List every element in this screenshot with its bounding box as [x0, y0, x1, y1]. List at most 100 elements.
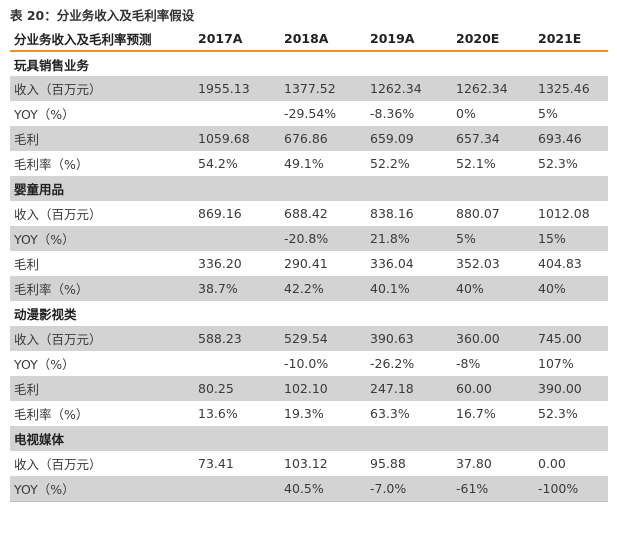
row-label: 毛利率（%）	[14, 157, 89, 172]
section-row-baby-products: 婴童用品	[10, 176, 608, 201]
cell	[194, 351, 280, 376]
row-label: YOY（%）	[14, 107, 75, 122]
table-row: 毛利 1059.68 676.86 659.09 657.34 693.46	[10, 126, 608, 151]
row-label: YOY（%）	[10, 476, 194, 502]
header-year-2021e: 2021E	[534, 26, 608, 52]
cell: 5%	[452, 226, 534, 251]
cell: 336.20	[198, 256, 242, 271]
cell: 360.00	[452, 326, 534, 351]
header-year-2017a: 2017A	[194, 26, 280, 52]
cell: 52.3%	[538, 406, 578, 421]
header-row: 分业务收入及毛利率预测 2017A 2018A 2019A 2020E 2021…	[10, 26, 608, 52]
table-row: 收入（百万元） 73.41 103.12 95.88 37.80 0.00	[10, 451, 608, 476]
cell: 0%	[456, 106, 476, 121]
cell: 657.34	[452, 126, 534, 151]
cell: 1012.08	[538, 206, 590, 221]
cell: 15%	[534, 226, 608, 251]
table-row: 收入（百万元） 588.23 529.54 390.63 360.00 745.…	[10, 326, 608, 351]
cell: 352.03	[456, 256, 500, 271]
row-label: 毛利	[10, 126, 194, 151]
cell: 1325.46	[534, 76, 608, 101]
cell: 676.86	[280, 126, 366, 151]
forecast-table: 分业务收入及毛利率预测 2017A 2018A 2019A 2020E 2021…	[10, 26, 608, 502]
section-title: 电视媒体	[10, 426, 194, 451]
cell: 37.80	[456, 456, 492, 471]
cell: 40.5%	[280, 476, 366, 502]
cell: 38.7%	[194, 276, 280, 301]
row-label: YOY（%）	[14, 357, 75, 372]
section-title: 婴童用品	[10, 176, 194, 201]
cell: 54.2%	[198, 156, 238, 171]
row-label: 毛利	[10, 376, 194, 401]
cell: 52.3%	[538, 156, 578, 171]
cell: 1377.52	[280, 76, 366, 101]
cell: 5%	[538, 106, 558, 121]
cell: 688.42	[284, 206, 328, 221]
cell: -10.0%	[284, 356, 329, 371]
cell: -20.8%	[280, 226, 366, 251]
cell: 390.63	[366, 326, 452, 351]
table-row: YOY（%） -29.54% -8.36% 0% 5%	[10, 101, 608, 126]
cell: 102.10	[280, 376, 366, 401]
cell: 880.07	[456, 206, 500, 221]
row-label: 毛利率（%）	[10, 276, 194, 301]
row-label: 收入（百万元）	[10, 76, 194, 101]
row-label: 收入（百万元）	[10, 326, 194, 351]
row-label: YOY（%）	[10, 226, 194, 251]
cell	[194, 101, 280, 126]
cell: -7.0%	[366, 476, 452, 502]
cell: 52.1%	[456, 156, 496, 171]
cell: 1955.13	[194, 76, 280, 101]
cell: 16.7%	[456, 406, 496, 421]
cell: 19.3%	[284, 406, 324, 421]
table-row: 毛利 80.25 102.10 247.18 60.00 390.00	[10, 376, 608, 401]
row-label: 毛利率（%）	[14, 407, 89, 422]
table-row: 收入（百万元） 869.16 688.42 838.16 880.07 1012…	[10, 201, 608, 226]
cell: 95.88	[370, 456, 406, 471]
cell: 745.00	[534, 326, 608, 351]
cell: 40.1%	[366, 276, 452, 301]
row-label: 收入（百万元）	[14, 457, 102, 472]
cell: 13.6%	[198, 406, 238, 421]
header-year-2020e: 2020E	[452, 26, 534, 52]
cell: 63.3%	[370, 406, 410, 421]
row-label: 毛利	[14, 257, 40, 272]
cell: 1059.68	[194, 126, 280, 151]
cell: 40%	[452, 276, 534, 301]
header-label: 分业务收入及毛利率预测	[10, 26, 194, 52]
header-year-2018a: 2018A	[280, 26, 366, 52]
cell: 80.25	[194, 376, 280, 401]
header-year-2019a: 2019A	[366, 26, 452, 52]
cell	[194, 476, 280, 502]
section-row-toys: 玩具销售业务	[10, 51, 608, 76]
cell: -26.2%	[370, 356, 415, 371]
row-label: 收入（百万元）	[14, 207, 102, 222]
cell: 21.8%	[366, 226, 452, 251]
cell: 40%	[534, 276, 608, 301]
cell: 49.1%	[284, 156, 324, 171]
cell: 103.12	[284, 456, 328, 471]
cell: 390.00	[534, 376, 608, 401]
cell: 529.54	[280, 326, 366, 351]
cell: 588.23	[194, 326, 280, 351]
cell: 73.41	[198, 456, 234, 471]
cell: 52.2%	[370, 156, 410, 171]
cell: 247.18	[366, 376, 452, 401]
cell: -8.36%	[370, 106, 415, 121]
cell: 1262.34	[452, 76, 534, 101]
cell: 869.16	[198, 206, 242, 221]
cell: 1262.34	[366, 76, 452, 101]
table-row: 毛利 336.20 290.41 336.04 352.03 404.83	[10, 251, 608, 276]
cell	[194, 226, 280, 251]
cell: 404.83	[538, 256, 582, 271]
cell: -61%	[452, 476, 534, 502]
table-row: YOY（%） -20.8% 21.8% 5% 15%	[10, 226, 608, 251]
table-row: 毛利率（%） 38.7% 42.2% 40.1% 40% 40%	[10, 276, 608, 301]
table-row: 收入（百万元） 1955.13 1377.52 1262.34 1262.34 …	[10, 76, 608, 101]
cell: 107%	[538, 356, 574, 371]
table-row: YOY（%） 40.5% -7.0% -61% -100%	[10, 476, 608, 502]
cell: 838.16	[370, 206, 414, 221]
cell: 290.41	[284, 256, 328, 271]
cell: 659.09	[366, 126, 452, 151]
table-caption: 表 20：分业务收入及毛利率假设	[10, 8, 195, 23]
